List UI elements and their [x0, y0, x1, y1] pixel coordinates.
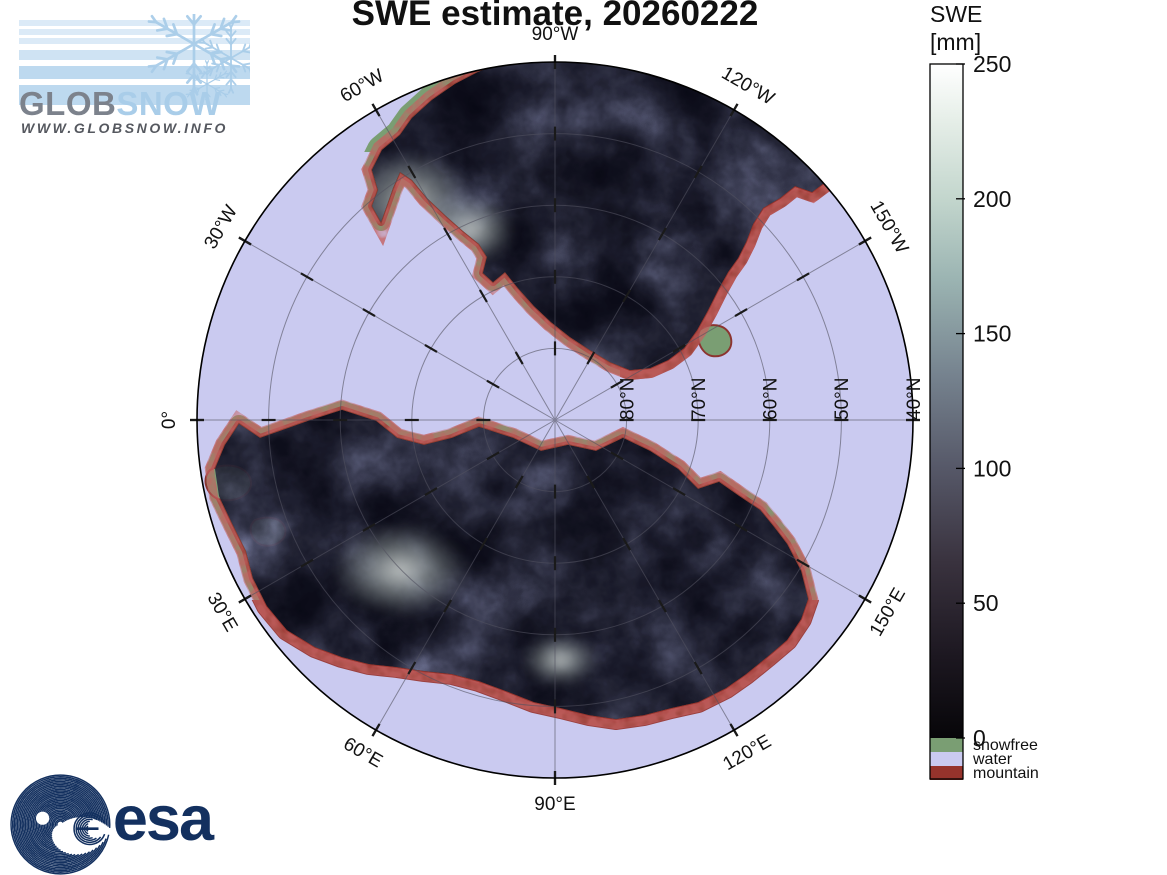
svg-text:90°E: 90°E [534, 794, 575, 815]
svg-text:60°N: 60°N [761, 378, 782, 420]
svg-text:[mm]: [mm] [930, 29, 981, 55]
svg-text:70°N: 70°N [689, 378, 710, 420]
svg-text:30°W: 30°W [200, 202, 242, 253]
svg-text:100: 100 [973, 455, 1011, 481]
svg-text:50°N: 50°N [832, 378, 853, 420]
svg-text:80°N: 80°N [617, 378, 638, 420]
svg-text:SWE: SWE [930, 1, 982, 27]
svg-text:40°N: 40°N [904, 378, 925, 420]
svg-text:30°E: 30°E [203, 589, 242, 635]
svg-text:150°W: 150°W [865, 197, 912, 257]
svg-text:WWW.GLOBSNOW.INFO: WWW.GLOBSNOW.INFO [21, 120, 228, 136]
svg-text:50: 50 [973, 590, 999, 616]
svg-text:120°W: 120°W [718, 63, 778, 110]
svg-text:60°W: 60°W [337, 65, 388, 107]
svg-text:0°: 0° [159, 411, 180, 429]
svg-text:150°E: 150°E [866, 584, 910, 640]
svg-text:esa: esa [113, 784, 215, 854]
svg-text:90°W: 90°W [532, 24, 579, 45]
svg-text:150: 150 [973, 321, 1011, 347]
svg-text:200: 200 [973, 186, 1011, 212]
svg-text:120°E: 120°E [719, 731, 775, 775]
svg-text:60°E: 60°E [340, 734, 386, 773]
svg-text:mountain: mountain [973, 765, 1039, 782]
svg-text:GLOBSNOW: GLOBSNOW [19, 85, 221, 122]
